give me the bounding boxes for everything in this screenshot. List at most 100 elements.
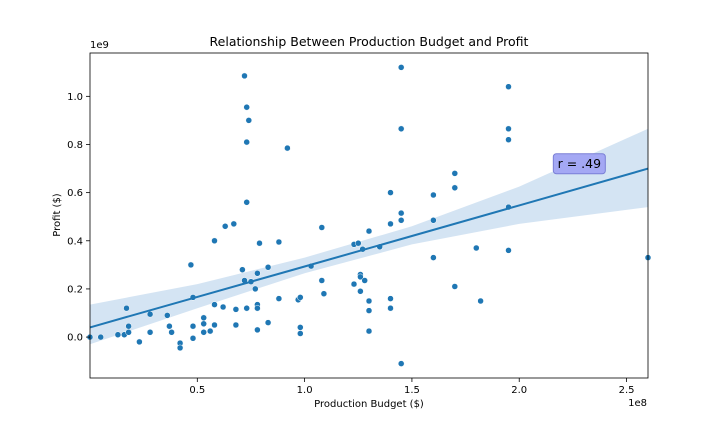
- chart-title: Relationship Between Production Budget a…: [210, 34, 529, 49]
- data-point: [187, 261, 195, 269]
- regression-line: [89, 167, 649, 329]
- data-point: [297, 294, 304, 301]
- data-point: [189, 322, 197, 330]
- data-point: [473, 244, 480, 252]
- data-point: [365, 307, 373, 314]
- data-point: [430, 217, 437, 224]
- data-point: [252, 285, 259, 293]
- data-point: [275, 238, 283, 246]
- data-point: [164, 312, 171, 319]
- y-tick-label: 0.0: [67, 333, 83, 344]
- data-point: [243, 103, 250, 111]
- confidence-band-layer: [90, 128, 648, 345]
- data-point: [357, 288, 364, 295]
- data-point: [320, 290, 328, 297]
- x-tick-label: 1.5: [404, 385, 420, 396]
- data-point: [221, 223, 229, 230]
- data-point: [243, 138, 250, 146]
- y-tick-label: 0.6: [67, 188, 83, 199]
- data-point: [451, 283, 459, 290]
- data-point: [146, 310, 154, 318]
- data-point: [168, 329, 175, 336]
- data-point: [230, 220, 238, 228]
- data-point: [211, 301, 218, 308]
- y-tick-label: 0.2: [67, 284, 83, 295]
- data-point: [505, 247, 512, 254]
- data-point: [365, 327, 373, 335]
- data-point: [297, 324, 304, 331]
- data-point: [243, 199, 250, 206]
- data-point: [355, 239, 362, 247]
- data-point: [200, 314, 207, 322]
- data-point: [397, 217, 405, 224]
- data-points-layer: [86, 64, 652, 367]
- x-axis-multiplier: 1e8: [628, 398, 647, 409]
- data-point: [318, 224, 326, 231]
- x-tick-label: 2.5: [619, 385, 635, 396]
- data-point: [123, 304, 130, 312]
- data-point: [357, 273, 364, 281]
- data-point: [254, 270, 261, 277]
- data-point: [200, 329, 207, 336]
- data-point: [206, 327, 214, 335]
- data-point: [361, 277, 368, 284]
- data-point: [97, 333, 104, 341]
- data-point: [397, 209, 405, 217]
- data-point: [219, 303, 227, 311]
- data-point: [211, 237, 218, 245]
- data-point: [397, 64, 405, 71]
- data-point: [241, 72, 248, 80]
- data-point: [125, 329, 132, 336]
- data-point: [387, 295, 394, 302]
- data-point: [387, 304, 394, 312]
- data-point: [189, 335, 197, 342]
- data-point: [200, 320, 207, 328]
- data-point: [397, 360, 405, 367]
- data-point: [211, 321, 218, 329]
- y-axis-label: Profit ($): [52, 193, 63, 237]
- axes-layer: 0.5 1.0 1.5 2.0 2.5 0.0 0.2 0.4 0.6 0.8 1.0: [67, 52, 649, 396]
- plot-frame: [89, 52, 649, 379]
- data-point: [114, 331, 122, 338]
- data-point: [275, 295, 283, 302]
- y-tick-label: 0.8: [67, 140, 83, 151]
- data-point: [430, 254, 437, 261]
- y-axis-multiplier: 1e9: [90, 40, 109, 51]
- x-axis-label: Production Budget ($): [314, 399, 424, 410]
- confidence-band: [90, 128, 648, 345]
- regression-line-layer: [89, 167, 649, 329]
- data-point: [451, 170, 459, 177]
- data-point: [256, 239, 263, 247]
- data-point: [176, 344, 184, 352]
- data-point: [365, 227, 373, 235]
- y-tick-label: 1.0: [67, 92, 83, 103]
- data-point: [297, 330, 304, 337]
- data-point: [397, 125, 405, 133]
- x-tick-label: 1.0: [297, 385, 313, 396]
- data-point: [477, 297, 484, 305]
- data-point: [350, 280, 358, 288]
- data-point: [146, 329, 154, 336]
- data-point: [505, 125, 512, 133]
- data-point: [254, 304, 261, 312]
- data-point: [166, 322, 173, 330]
- data-point: [430, 191, 437, 199]
- annotation-text: r = .49: [558, 156, 601, 171]
- data-point: [264, 264, 272, 271]
- data-point: [505, 136, 512, 143]
- data-point: [254, 326, 261, 334]
- data-point: [318, 277, 326, 284]
- x-tick-label: 2.0: [511, 385, 527, 396]
- data-point: [232, 321, 240, 329]
- data-point: [365, 297, 373, 305]
- data-point: [125, 322, 132, 330]
- data-point: [451, 184, 459, 192]
- annotation-box: [552, 153, 606, 175]
- y-tick-label: 0.4: [67, 236, 83, 247]
- data-point: [232, 306, 240, 313]
- data-point: [387, 220, 394, 228]
- data-point: [245, 117, 253, 124]
- data-point: [264, 319, 272, 326]
